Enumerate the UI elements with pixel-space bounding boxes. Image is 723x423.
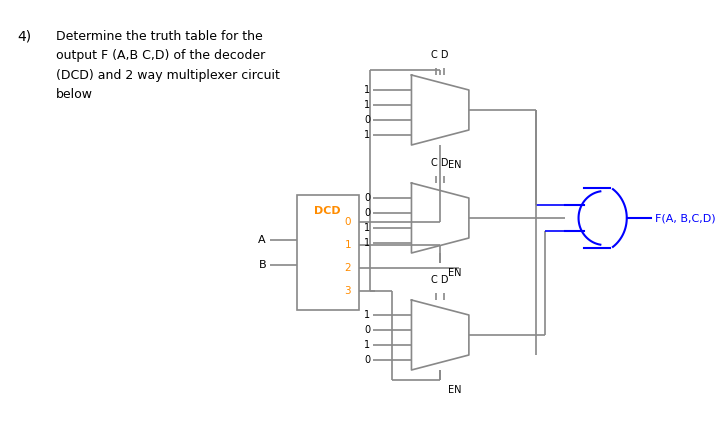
Text: 4): 4) xyxy=(17,30,31,44)
Text: F(A, B,C,D): F(A, B,C,D) xyxy=(656,213,716,223)
Text: 3: 3 xyxy=(345,286,351,296)
Text: C D: C D xyxy=(432,275,449,285)
Text: 0: 0 xyxy=(364,193,370,203)
Text: C D: C D xyxy=(432,50,449,60)
Text: B: B xyxy=(258,260,266,270)
Text: 1: 1 xyxy=(364,223,370,233)
Text: 1: 1 xyxy=(345,240,351,250)
Text: 0: 0 xyxy=(364,355,370,365)
Text: 0: 0 xyxy=(345,217,351,227)
Bar xyxy=(296,195,359,310)
Text: 1: 1 xyxy=(364,310,370,320)
Text: A: A xyxy=(258,235,266,245)
Text: 1: 1 xyxy=(364,238,370,248)
Text: 1: 1 xyxy=(364,85,370,95)
Text: Determine the truth table for the
output F (A,B C,D) of the decoder
(DCD) and 2 : Determine the truth table for the output… xyxy=(56,30,279,102)
Text: EN: EN xyxy=(448,268,461,278)
Text: 0: 0 xyxy=(364,208,370,218)
Text: 1: 1 xyxy=(364,100,370,110)
Text: C D: C D xyxy=(432,158,449,168)
Text: EN: EN xyxy=(448,160,461,170)
Text: 0: 0 xyxy=(364,325,370,335)
Text: DCD: DCD xyxy=(315,206,341,216)
Text: EN: EN xyxy=(448,385,461,395)
Text: 1: 1 xyxy=(364,340,370,350)
Text: 2: 2 xyxy=(345,263,351,273)
Text: 0: 0 xyxy=(364,115,370,125)
Text: 1: 1 xyxy=(364,130,370,140)
